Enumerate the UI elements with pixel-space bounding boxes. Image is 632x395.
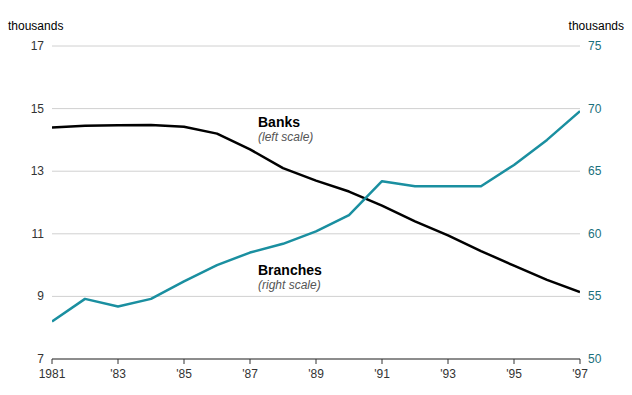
y-tick-label: 13: [31, 164, 45, 178]
lines: [52, 111, 580, 321]
series-label: Branches: [258, 262, 322, 278]
y-tick-label: 9: [37, 289, 44, 303]
y2-tick-label: 70: [588, 102, 602, 116]
series-line: [52, 111, 580, 321]
x-tick-label: '89: [308, 367, 324, 381]
x-tick-label: '93: [440, 367, 456, 381]
x-tick: [382, 359, 383, 364]
x-tick: [118, 359, 119, 364]
x-tick: [52, 359, 53, 364]
y2-tick-label: 60: [588, 227, 602, 241]
y2-tick-label: 50: [588, 352, 602, 366]
y2-tick-label: 65: [588, 164, 602, 178]
y2-tick-label: 55: [588, 289, 602, 303]
y-tick-label: 7: [37, 352, 44, 366]
annotation: (left scale): [258, 130, 313, 144]
x-tick: [250, 359, 251, 364]
x-tick: [514, 359, 515, 364]
y-tick-label: 17: [31, 39, 45, 53]
grid: [52, 46, 580, 359]
x-tick: [316, 359, 317, 364]
y2-axis-label: thousands: [569, 19, 624, 33]
y-tick-label: 15: [31, 102, 45, 116]
grid-line: [52, 233, 580, 234]
x-tick: [448, 359, 449, 364]
x-tick-label: '87: [242, 367, 258, 381]
x-tick-label: '95: [506, 367, 522, 381]
series-line: [52, 125, 580, 292]
y2-tick-label: 75: [588, 39, 602, 53]
x-tick-label: '85: [176, 367, 192, 381]
x-tick-label: 1981: [39, 367, 66, 381]
y-axis-label: thousands: [8, 19, 63, 33]
grid-line: [52, 46, 580, 47]
series-label: Banks: [258, 114, 300, 130]
x-tick-label: '83: [110, 367, 126, 381]
y-tick-label: 11: [32, 227, 45, 241]
grid-line: [52, 108, 580, 109]
x-tick-label: '91: [374, 367, 390, 381]
annotation: (right scale): [258, 278, 321, 292]
chart: 7 9 11 13 15 17 50 55 60 65 70 75 1981 '83 '85 '87 '89 '9…: [0, 0, 632, 395]
x-tick: [184, 359, 185, 364]
grid-line: [52, 171, 580, 172]
x-tick: [580, 359, 581, 364]
grid-line: [52, 296, 580, 297]
x-tick-label: '97: [572, 367, 588, 381]
